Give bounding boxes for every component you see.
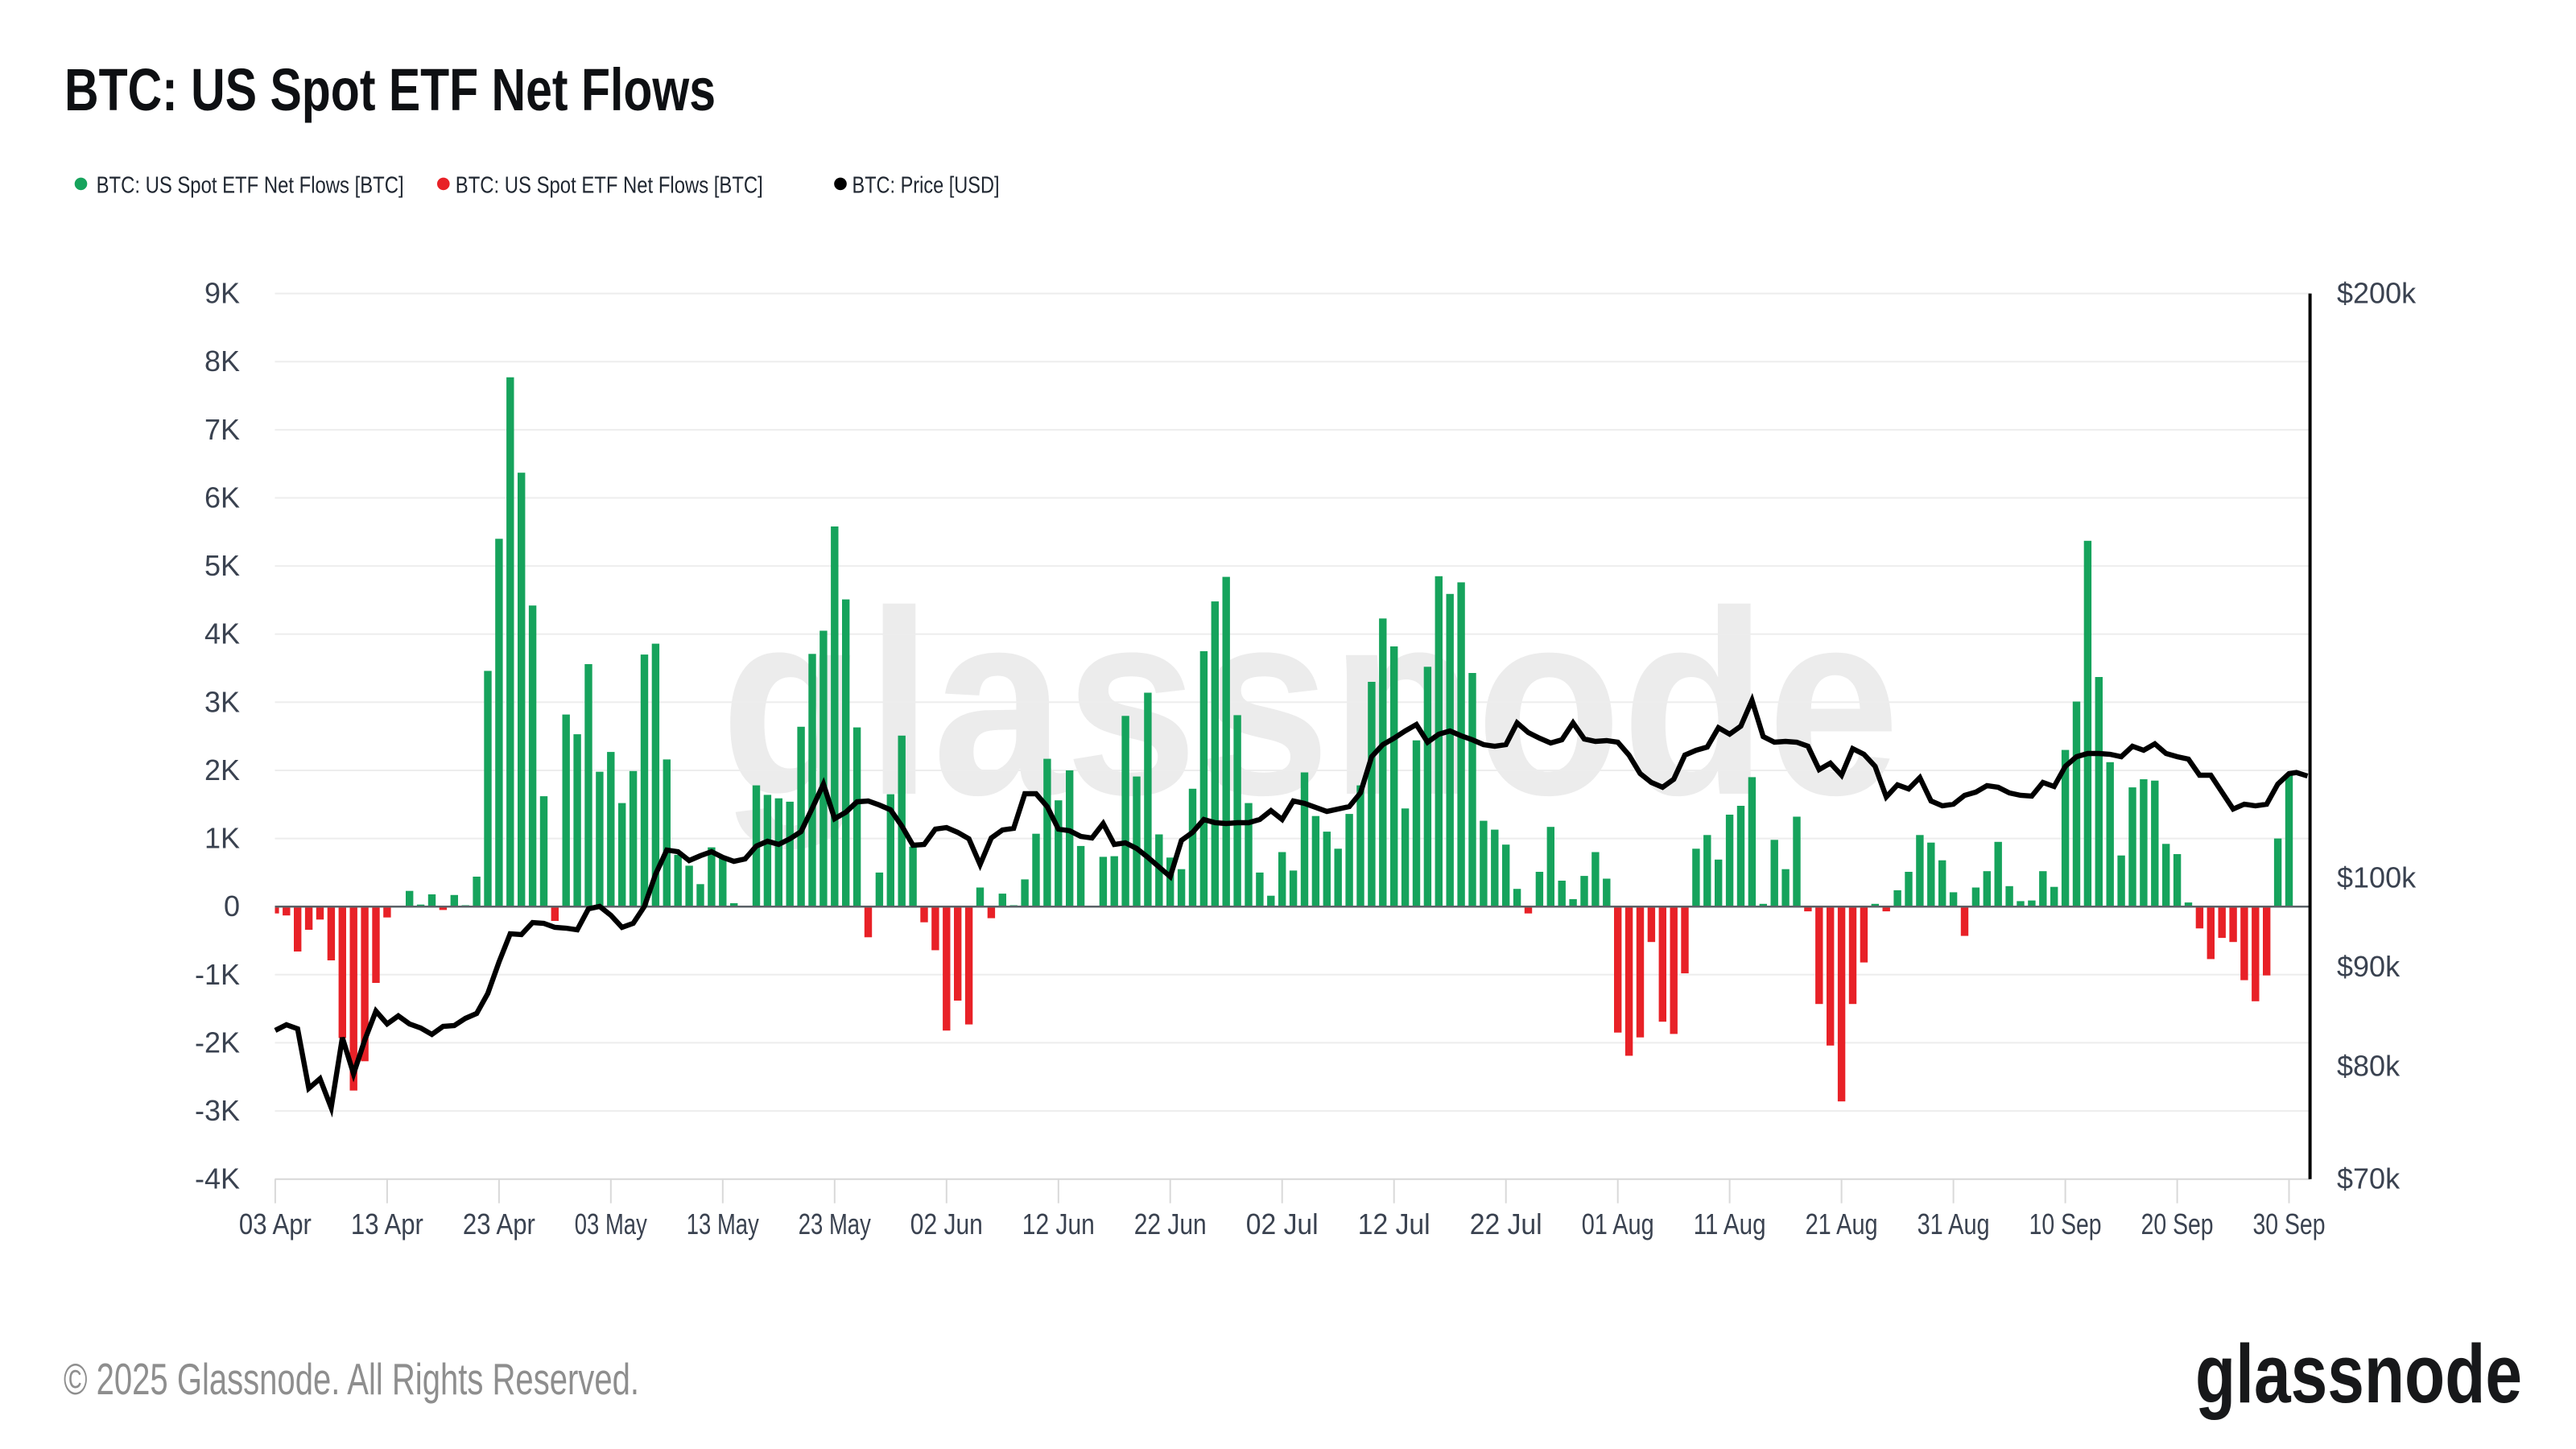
svg-text:0: 0 — [224, 890, 240, 923]
svg-text:BTC: US Spot ETF Net Flows: BTC: US Spot ETF Net Flows — [64, 56, 716, 123]
svg-text:22 Jun: 22 Jun — [1134, 1208, 1207, 1241]
svg-text:23 Apr: 23 Apr — [463, 1208, 535, 1241]
svg-text:02 Jun: 02 Jun — [910, 1208, 983, 1241]
svg-text:02 Jul: 02 Jul — [1246, 1208, 1319, 1241]
svg-text:5K: 5K — [204, 549, 240, 582]
svg-text:12 Jul: 12 Jul — [1358, 1208, 1430, 1241]
svg-text:31 Aug: 31 Aug — [1918, 1208, 1990, 1241]
svg-text:BTC: Price [USD]: BTC: Price [USD] — [852, 173, 1000, 199]
svg-text:$200k: $200k — [2337, 277, 2417, 310]
svg-text:glassnode: glassnode — [2195, 1327, 2522, 1420]
svg-text:03 May: 03 May — [575, 1208, 647, 1241]
svg-text:BTC: US Spot ETF Net Flows [BT: BTC: US Spot ETF Net Flows [BTC] — [97, 173, 404, 199]
svg-text:4K: 4K — [204, 617, 240, 650]
svg-text:© 2025 Glassnode. All Rights R: © 2025 Glassnode. All Rights Reserved. — [64, 1354, 639, 1404]
svg-text:-3K: -3K — [195, 1094, 240, 1127]
svg-text:7K: 7K — [204, 413, 240, 446]
svg-text:11 Aug: 11 Aug — [1694, 1208, 1766, 1241]
svg-text:BTC: US Spot ETF Net Flows [BT: BTC: US Spot ETF Net Flows [BTC] — [456, 173, 763, 199]
svg-text:$70k: $70k — [2337, 1162, 2401, 1195]
svg-text:22 Jul: 22 Jul — [1470, 1208, 1542, 1241]
svg-text:12 Jun: 12 Jun — [1022, 1208, 1095, 1241]
svg-text:1K: 1K — [204, 822, 240, 855]
svg-text:2K: 2K — [204, 753, 240, 786]
svg-text:$100k: $100k — [2337, 861, 2417, 894]
svg-text:-4K: -4K — [195, 1162, 240, 1195]
svg-text:-1K: -1K — [195, 958, 240, 991]
svg-text:$80k: $80k — [2337, 1050, 2401, 1083]
svg-text:30 Sep: 30 Sep — [2253, 1208, 2326, 1241]
svg-text:6K: 6K — [204, 481, 240, 514]
svg-text:3K: 3K — [204, 685, 240, 718]
svg-text:8K: 8K — [204, 345, 240, 378]
svg-text:01 Aug: 01 Aug — [1582, 1208, 1654, 1241]
svg-text:13 May: 13 May — [687, 1208, 759, 1241]
svg-text:13 Apr: 13 Apr — [351, 1208, 423, 1241]
svg-text:9K: 9K — [204, 277, 240, 310]
svg-text:23 May: 23 May — [799, 1208, 871, 1241]
svg-text:-2K: -2K — [195, 1026, 240, 1059]
svg-text:21 Aug: 21 Aug — [1806, 1208, 1878, 1241]
svg-text:glassnode: glassnode — [720, 557, 1900, 851]
svg-text:20 Sep: 20 Sep — [2141, 1208, 2214, 1241]
svg-text:10 Sep: 10 Sep — [2029, 1208, 2102, 1241]
svg-text:$90k: $90k — [2337, 950, 2401, 983]
svg-text:03 Apr: 03 Apr — [239, 1208, 312, 1241]
